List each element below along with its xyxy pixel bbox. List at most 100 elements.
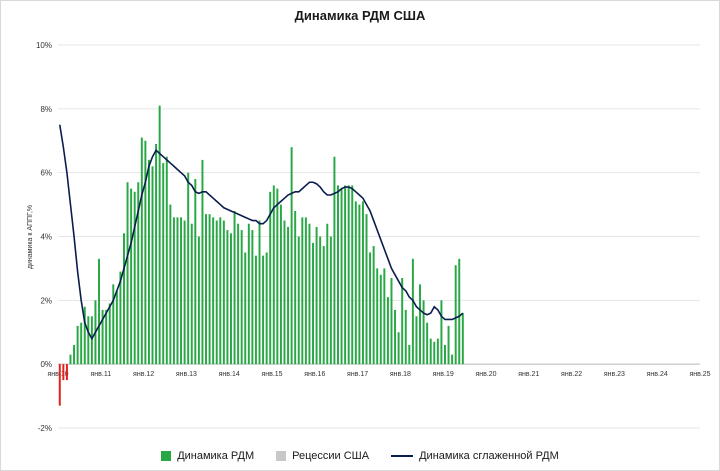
bar xyxy=(365,214,368,365)
bar xyxy=(101,309,104,365)
bar xyxy=(105,309,108,365)
bar xyxy=(440,300,443,365)
bar xyxy=(287,226,290,365)
bar xyxy=(212,217,215,365)
bar xyxy=(144,140,147,365)
bar xyxy=(304,217,307,365)
bar xyxy=(312,242,314,365)
y-tick-label: 10% xyxy=(36,41,52,50)
bar xyxy=(297,236,300,365)
bar xyxy=(123,233,125,365)
bar xyxy=(80,322,83,365)
bar xyxy=(451,354,454,365)
bar xyxy=(308,223,311,365)
bar xyxy=(283,220,286,365)
bar xyxy=(73,345,76,365)
bar xyxy=(140,137,143,365)
x-tick-label: янв.18 xyxy=(390,371,411,378)
bar xyxy=(83,306,86,365)
bar xyxy=(205,214,207,365)
bar xyxy=(322,246,325,365)
bar xyxy=(354,201,357,365)
bar xyxy=(397,332,400,365)
bar xyxy=(351,185,354,365)
y-tick-label: 8% xyxy=(40,105,52,114)
legend-item-recessions: Рецессии США xyxy=(276,450,369,462)
y-tick-label: 0% xyxy=(40,360,52,369)
bar xyxy=(262,255,265,365)
bar xyxy=(276,188,279,365)
bar xyxy=(226,230,229,365)
bar xyxy=(187,172,190,365)
y-tick-label: 6% xyxy=(40,169,52,178)
bar xyxy=(340,188,343,365)
x-tick-label: янв.25 xyxy=(689,371,710,378)
bar xyxy=(180,217,183,365)
x-tick-label: янв.21 xyxy=(518,371,539,378)
bar xyxy=(444,345,446,365)
legend-label-recessions: Рецессии США xyxy=(292,450,370,462)
bar xyxy=(272,185,275,365)
bar xyxy=(130,188,133,365)
bar xyxy=(383,268,386,365)
x-tick-label: янв.22 xyxy=(561,371,582,378)
bar xyxy=(376,268,379,365)
x-tick-label: янв.13 xyxy=(176,371,197,378)
bar xyxy=(408,345,411,365)
bar xyxy=(172,217,175,365)
smoothed-line xyxy=(58,124,464,341)
bar xyxy=(240,230,243,365)
legend-label-bars: Динамика РДМ xyxy=(177,450,255,462)
bar xyxy=(461,313,464,365)
bar xyxy=(65,364,68,381)
bar xyxy=(390,277,393,365)
bar xyxy=(126,182,129,365)
bar xyxy=(87,316,90,365)
bar xyxy=(133,191,136,365)
bar xyxy=(254,255,257,365)
bar xyxy=(76,325,79,365)
bar xyxy=(294,210,297,365)
bar xyxy=(108,303,111,365)
bar xyxy=(208,214,211,365)
bar xyxy=(429,338,432,365)
bar xyxy=(219,217,222,365)
bar xyxy=(258,220,261,365)
bar xyxy=(411,258,414,365)
bar xyxy=(386,297,389,365)
bar xyxy=(251,230,254,365)
bar xyxy=(369,252,372,365)
bar xyxy=(361,201,364,365)
bar xyxy=(58,364,61,406)
legend-label-line: Динамика сглаженной РДМ xyxy=(419,450,559,462)
bar xyxy=(115,290,118,365)
legend-swatch-recessions xyxy=(276,451,287,461)
x-tick-label: янв.24 xyxy=(647,371,668,378)
bar xyxy=(69,354,72,365)
legend-swatch-line xyxy=(391,455,414,457)
bar xyxy=(329,236,332,365)
x-tick-label: янв.20 xyxy=(475,371,496,378)
x-tick-label: янв.10 xyxy=(47,371,68,378)
bar xyxy=(337,185,339,365)
bar xyxy=(233,210,236,365)
y-tick-label: -2% xyxy=(38,424,52,433)
x-tick-label: янв.14 xyxy=(219,371,240,378)
x-tick-label: янв.19 xyxy=(433,371,454,378)
bar xyxy=(183,220,186,365)
y-tick-label: 2% xyxy=(40,296,52,305)
y-axis-label: динамика к АППГ,% xyxy=(27,205,34,269)
bar xyxy=(244,252,247,365)
bar xyxy=(422,300,425,365)
y-tick-label: 4% xyxy=(40,233,52,242)
x-tick-label: янв.11 xyxy=(91,371,112,378)
chart-title: Динамика РДМ США xyxy=(294,8,426,23)
bar xyxy=(194,179,197,365)
x-tick-label: янв.12 xyxy=(133,371,154,378)
bar xyxy=(230,233,232,365)
bar xyxy=(269,191,272,365)
bar xyxy=(401,277,404,365)
bar xyxy=(426,322,429,365)
bar xyxy=(165,156,168,365)
